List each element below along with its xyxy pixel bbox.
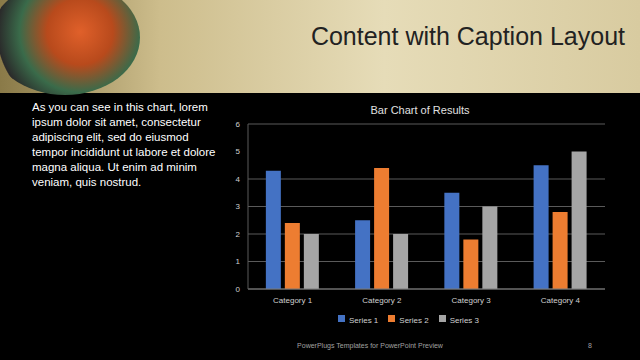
html-text:As you can see in this chart,: As you can see in this chart, lorem ipsu… [32, 101, 216, 188]
svg-text:Category 2: Category 2 [362, 296, 402, 305]
svg-text:3: 3 [236, 202, 241, 211]
svg-text:4: 4 [236, 175, 241, 184]
html-text:PowerPlugs Templates for Power: PowerPlugs Templates for PowerPoint Prev… [297, 342, 443, 349]
html-text:Bar Chart of Results: Bar Chart of Results [370, 104, 470, 116]
svg-text:6: 6 [236, 120, 241, 129]
svg-text:Category 3: Category 3 [452, 296, 492, 305]
html-text:Series 1: Series 1 [349, 316, 379, 325]
svg-text:2: 2 [236, 230, 241, 239]
html-text:8: 8 [588, 342, 592, 349]
svg-text:Category 1: Category 1 [273, 296, 313, 305]
html-text:Content with Caption Layout: Content with Caption Layout [310, 22, 625, 50]
svg-text:1: 1 [236, 257, 241, 266]
svg-text:5: 5 [236, 147, 241, 156]
svg-text:Category 4: Category 4 [541, 296, 581, 305]
svg-text:0: 0 [236, 285, 241, 294]
html-text:Series 3: Series 3 [449, 316, 479, 325]
html-text:Series 2: Series 2 [399, 316, 429, 325]
